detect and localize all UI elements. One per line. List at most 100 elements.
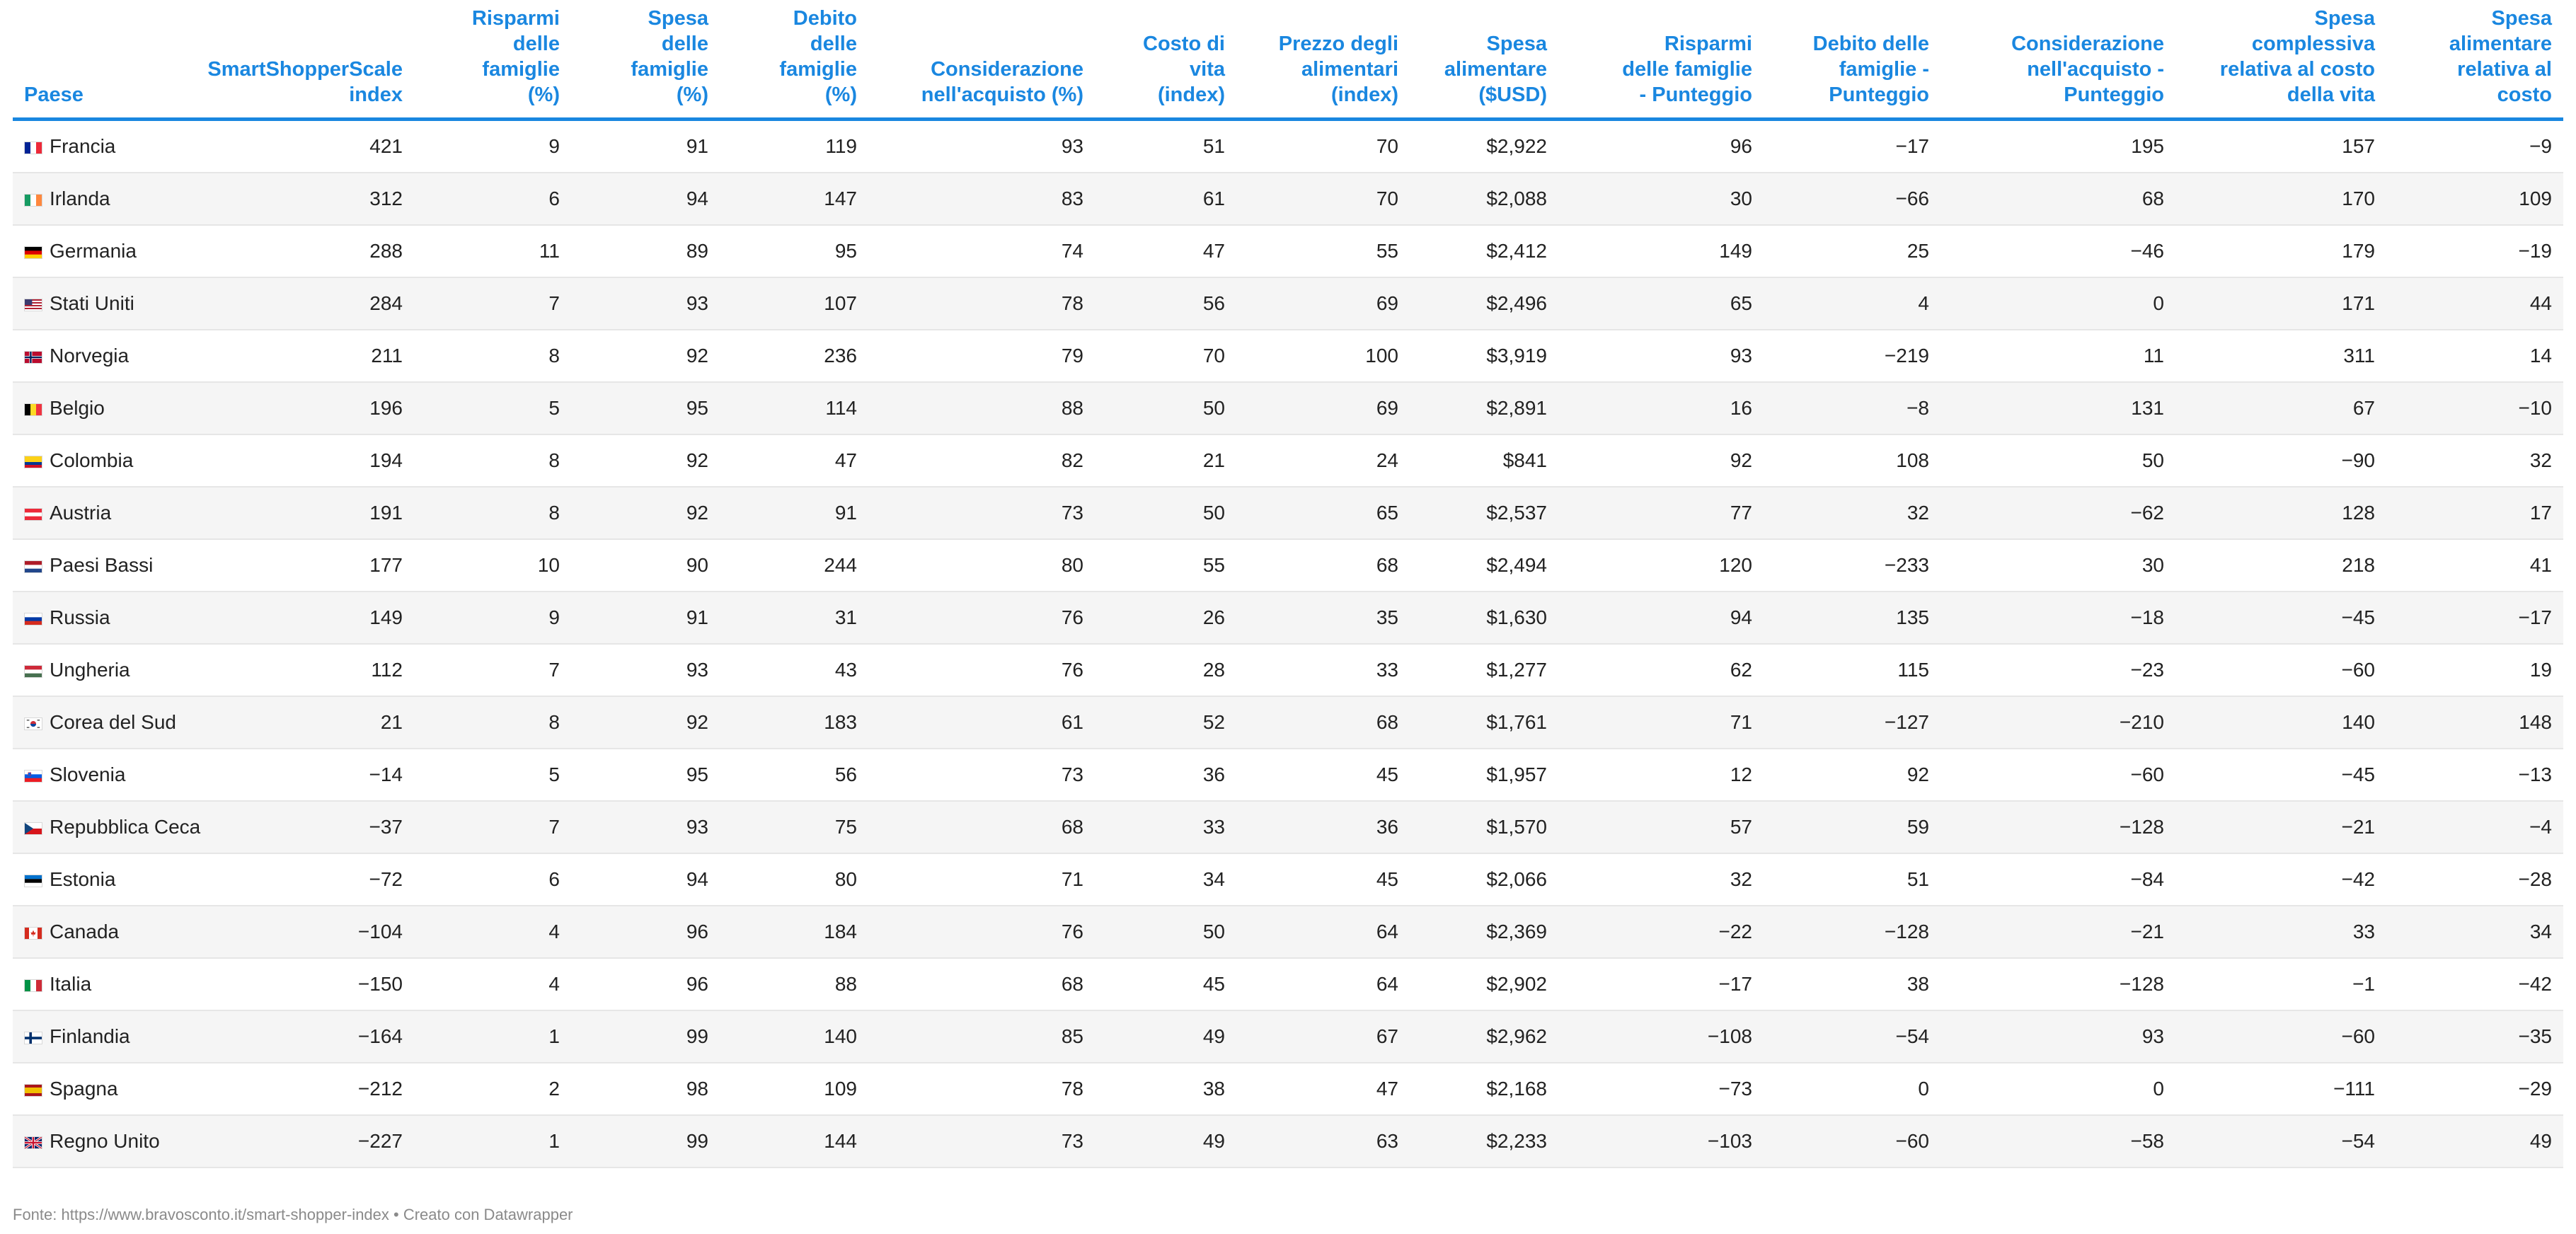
country-name: Irlanda [50, 188, 110, 209]
table-cell: 67 [1236, 1010, 1410, 1063]
table-cell: 49 [1095, 1010, 1236, 1063]
table-cell: $2,088 [1410, 173, 1558, 226]
table-cell: 76 [868, 644, 1095, 697]
table-cell: 31 [720, 592, 868, 645]
country-name: Italia [50, 973, 92, 995]
table-cell: 16 [1558, 382, 1764, 435]
table-cell: −35 [2386, 1010, 2563, 1063]
table-row: Repubblica Ceca −37 7 93 75 68 33 36 $1,570 57 59−… [13, 801, 2563, 854]
table-cell: 109 [720, 1063, 868, 1116]
data-table-container: Paese SmartShopperScale index Risparmi delle… [13, 6, 2563, 1168]
table-cell: 93 [868, 119, 1095, 173]
table-cell: 288 [183, 225, 414, 278]
column-header-label: Debito delle [1812, 33, 1929, 55]
table-cell: −127 [1764, 696, 1940, 749]
column-header[interactable]: Risparmi delle famiglie (%) [414, 6, 571, 121]
table-cell: 74 [868, 225, 1095, 278]
table-cell: −150 [183, 958, 414, 1011]
table-cell: $2,922 [1410, 119, 1558, 173]
column-header[interactable]: Spesa alimentare relativa al costo [2386, 6, 2563, 121]
column-header-label: Spesa [648, 7, 708, 30]
country-cell: Spagna [13, 1063, 183, 1116]
table-cell: 95 [720, 225, 868, 278]
table-cell: 236 [720, 330, 868, 383]
flag-hu-icon [24, 665, 42, 678]
column-header[interactable]: Debito delle famiglie - Punteggio [1764, 6, 1940, 121]
table-cell: 35 [1236, 592, 1410, 645]
country-cell: Repubblica Ceca [13, 801, 200, 854]
column-header[interactable]: Spesa delle famiglie (%) [571, 6, 720, 121]
table-row: Belgio 196 5 95 114 88 50 69 $2,891 16 −8 131 67 −10 [13, 382, 2563, 435]
column-header[interactable]: Considerazione nell'acquisto - Punteggio [1940, 6, 2175, 121]
flag-ca-icon [24, 927, 42, 940]
table-cell: 4 [414, 906, 571, 959]
country-name: Ungheria [50, 659, 130, 681]
table-cell: 78 [868, 1063, 1095, 1116]
table-cell: −128 [1940, 958, 2175, 1011]
flag-fr-icon [24, 142, 42, 154]
column-header[interactable]: Considerazione nell'acquisto (%) [868, 6, 1095, 121]
table-cell: $1,630 [1410, 592, 1558, 645]
column-header[interactable]: Paese [13, 6, 183, 121]
table-row: Stati Uniti 284 7 93 107 78 56 69 $2,496 65 4 0 171 4… [13, 277, 2563, 330]
column-header[interactable]: Debito delle famiglie (%) [720, 6, 868, 121]
table-cell: 28 [1095, 644, 1236, 697]
column-header-label: famiglie [779, 58, 857, 81]
table-cell: 92 [571, 330, 720, 383]
table-row: Canada −104 4 96 184 76 50 64 $2,369 −22 −128 −21 33… [13, 906, 2563, 959]
table-cell: 61 [868, 696, 1095, 749]
table-cell: 50 [1095, 487, 1236, 540]
column-header-label: alimentari [1301, 58, 1398, 81]
table-cell: 144 [720, 1115, 868, 1168]
column-header-label: (%) [527, 83, 560, 106]
table-cell: 62 [1558, 644, 1764, 697]
table-cell: 114 [720, 382, 868, 435]
column-header[interactable]: Risparmi delle famiglie - Punteggio [1558, 6, 1764, 121]
flag-nl-icon [24, 560, 42, 573]
table-row: Irlanda 312 6 94 147 83 61 70 $2,088 30 −66 68 170 10… [13, 173, 2563, 226]
table-cell: −128 [1764, 906, 1940, 959]
flag-fi-icon [24, 1032, 42, 1044]
country-cell: Belgio [13, 382, 183, 435]
table-cell: 47 [720, 434, 868, 488]
table-cell: 0 [1940, 277, 2175, 330]
column-header-label: ($USD) [1478, 83, 1547, 106]
column-header-label: Risparmi [1664, 33, 1752, 55]
table-cell: $3,919 [1410, 330, 1558, 383]
country-name: Francia [50, 135, 116, 157]
column-header[interactable]: SmartShopperScale index [183, 6, 414, 121]
table-cell: 61 [1095, 173, 1236, 226]
table-cell: −62 [1940, 487, 2175, 540]
country-cell: Finlandia [13, 1010, 183, 1063]
column-header[interactable]: Spesa alimentare ($USD) [1410, 6, 1558, 121]
country-cell: Slovenia [13, 749, 183, 802]
column-header[interactable]: Spesa complessiva relativa al costo della v… [2175, 6, 2386, 121]
table-cell: −72 [183, 853, 414, 906]
table-cell: 107 [720, 277, 868, 330]
table-cell: 94 [571, 853, 720, 906]
table-cell: 184 [720, 906, 868, 959]
table-cell: 0 [1940, 1063, 2175, 1116]
table-cell: 49 [2386, 1115, 2563, 1168]
table-cell: −28 [2386, 853, 2563, 906]
table-cell: −45 [2175, 592, 2386, 645]
table-cell: 92 [1558, 434, 1764, 488]
table-cell: $2,962 [1410, 1010, 1558, 1063]
table-cell: 50 [1940, 434, 2175, 488]
column-header-label: Paese [24, 83, 84, 106]
table-cell: 33 [1236, 644, 1410, 697]
column-header[interactable]: Costo di vita (index) [1095, 6, 1236, 121]
flag-co-icon [24, 456, 42, 468]
country-name: Paesi Bassi [50, 554, 154, 576]
table-cell: 49 [1095, 1115, 1236, 1168]
table-cell: −14 [183, 749, 414, 802]
table-cell: −164 [183, 1010, 414, 1063]
column-header-label: nell'acquisto - [2027, 58, 2164, 81]
column-header[interactable]: Prezzo degli alimentari (index) [1236, 6, 1410, 121]
table-cell: 73 [868, 749, 1095, 802]
table-cell: −60 [2175, 1010, 2386, 1063]
country-cell: Francia [13, 119, 183, 173]
country-name: Russia [50, 606, 110, 628]
table-cell: 4 [1764, 277, 1940, 330]
table-cell: 78 [868, 277, 1095, 330]
